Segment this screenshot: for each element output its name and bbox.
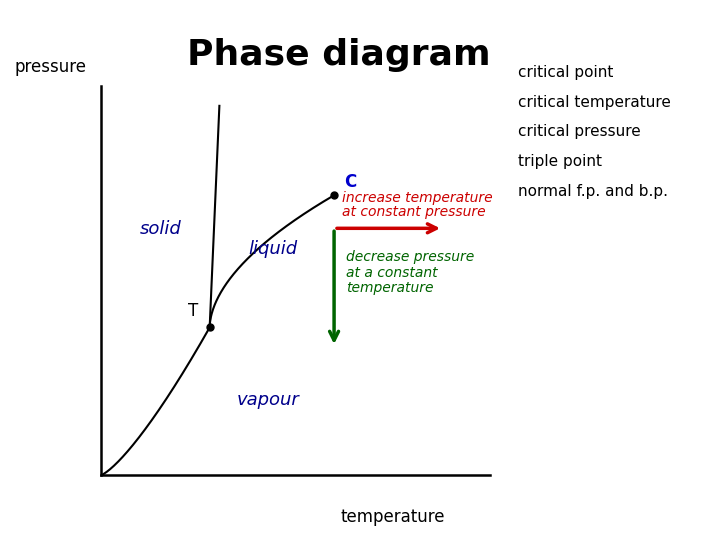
Text: temperature: temperature	[340, 508, 445, 525]
Text: temperature: temperature	[346, 281, 433, 295]
Text: pressure: pressure	[14, 58, 86, 76]
Text: at a constant: at a constant	[346, 266, 437, 280]
Text: triple point: triple point	[518, 154, 603, 169]
Text: solid: solid	[140, 220, 181, 238]
Text: critical temperature: critical temperature	[518, 94, 671, 110]
Text: vapour: vapour	[237, 391, 300, 409]
Text: decrease pressure: decrease pressure	[346, 250, 474, 264]
Text: increase temperature: increase temperature	[342, 191, 492, 205]
Text: at constant pressure: at constant pressure	[342, 205, 485, 219]
Text: normal f.p. and b.p.: normal f.p. and b.p.	[518, 184, 668, 199]
Text: C: C	[344, 173, 356, 191]
Text: liquid: liquid	[248, 240, 297, 258]
Text: critical point: critical point	[518, 65, 613, 80]
Text: Phase diagram: Phase diagram	[186, 38, 490, 72]
Text: T: T	[188, 302, 198, 320]
Text: critical pressure: critical pressure	[518, 124, 641, 139]
